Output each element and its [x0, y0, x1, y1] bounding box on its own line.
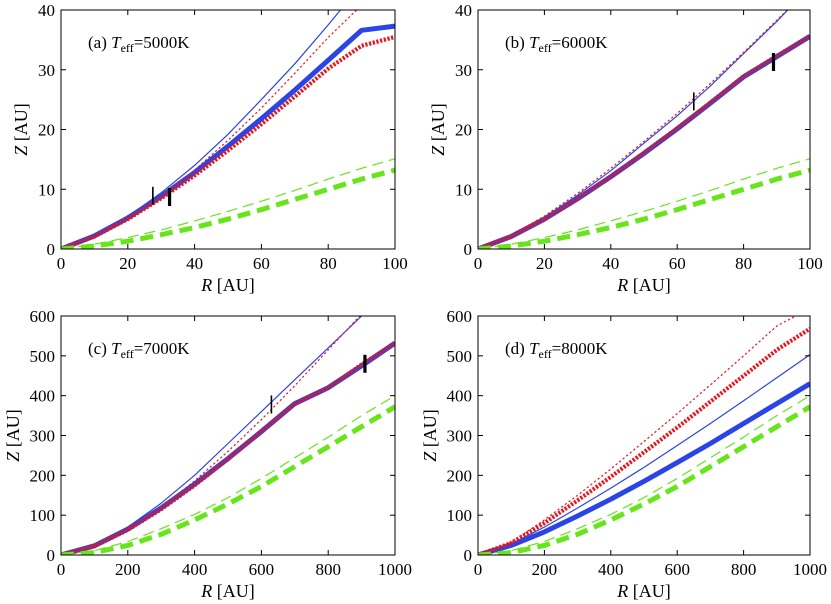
x-tick-label: 200: [532, 560, 558, 579]
y-tick-label: 10: [38, 180, 55, 199]
x-tick-label: 800: [731, 560, 757, 579]
series-green-thin: [61, 395, 395, 555]
y-tick-label: 0: [464, 546, 473, 565]
y-tick-label: 40: [455, 1, 472, 20]
y-tick-label: 40: [38, 1, 55, 20]
x-tick-label: 60: [669, 254, 686, 273]
y-tick-label: 30: [455, 61, 472, 80]
y-axis-label: Z [AU]: [3, 409, 23, 462]
x-tick-label: 400: [182, 560, 208, 579]
panel-label: (b) Teff=6000K: [505, 33, 608, 55]
series-red-thin: [61, 316, 361, 555]
y-axis-label: Z [AU]: [11, 103, 31, 156]
series-group: [61, 316, 395, 555]
x-tick-label: 200: [115, 560, 141, 579]
y-axis-label: Z [AU]: [428, 103, 448, 156]
x-tick-label: 20: [536, 254, 553, 273]
y-tick-label: 200: [30, 466, 56, 485]
y-tick-label: 100: [30, 506, 56, 525]
y-tick-label: 300: [30, 427, 56, 446]
x-axis-label: R [AU]: [616, 581, 671, 601]
x-tick-label: 80: [735, 254, 752, 273]
y-axis-label: Z [AU]: [420, 409, 440, 462]
x-tick-label: 80: [320, 254, 337, 273]
y-tick-label: 20: [455, 121, 472, 140]
x-tick-label: 20: [119, 254, 136, 273]
y-tick-label: 400: [30, 387, 56, 406]
series-green-thin: [478, 395, 810, 555]
y-tick-label: 500: [447, 347, 473, 366]
x-tick-label: 60: [253, 254, 270, 273]
series-green-thin: [478, 158, 810, 249]
x-tick-label: 100: [382, 254, 408, 273]
x-tick-label: 40: [186, 254, 203, 273]
x-tick-label: 1000: [793, 560, 827, 579]
series-blue-thick: [478, 381, 810, 555]
panel-b: 0 20 40 60 80 100 0 10 20 30 40 R [AU] Z [AU] (b) Tef…: [428, 1, 823, 295]
y-tick-label: 400: [447, 387, 473, 406]
panel-label: (a) Teff=5000K: [88, 33, 190, 55]
series-green-thick: [61, 167, 395, 249]
x-axis-label: R [AU]: [200, 275, 255, 295]
y-tick-label: 600: [30, 307, 56, 326]
series-blue-thin: [478, 354, 810, 555]
y-tick-label: 30: [38, 61, 55, 80]
series-green-thick: [61, 404, 395, 555]
series-red-thick: [478, 34, 810, 249]
y-tick-label: 0: [47, 546, 56, 565]
y-tick-label: 500: [30, 347, 56, 366]
series-group: [478, 316, 810, 555]
series-group: [478, 10, 810, 249]
series-group: [61, 10, 395, 249]
x-axis-label: R [AU]: [616, 275, 671, 295]
x-tick-label: 1000: [378, 560, 412, 579]
x-tick-label: 40: [602, 254, 619, 273]
x-tick-label: 0: [474, 560, 483, 579]
panel-label: (c) Teff=7000K: [88, 339, 190, 361]
x-tick-label: 100: [797, 254, 823, 273]
series-red-thick: [478, 326, 810, 555]
x-tick-label: 0: [57, 560, 66, 579]
series-red-thick: [61, 34, 395, 249]
y-tick-label: 0: [47, 240, 56, 259]
x-tick-label: 800: [315, 560, 341, 579]
panel-d: 0 200 400 600 800 1000 0 100 200 300 400 500 600 R [A…: [420, 307, 827, 601]
y-tick-label: 10: [455, 180, 472, 199]
y-tick-label: 0: [464, 240, 473, 259]
y-tick-label: 200: [447, 466, 473, 485]
x-tick-label: 600: [664, 560, 690, 579]
series-red-thin: [478, 10, 789, 249]
x-tick-label: 0: [474, 254, 483, 273]
series-green-thick: [478, 404, 810, 555]
y-tick-label: 100: [447, 506, 473, 525]
panel-a: 0 20 40 60 80 100 0 10 20 30 40 R [AU] Z [AU] (a) Tef…: [11, 1, 408, 295]
y-tick-label: 300: [447, 427, 473, 446]
x-tick-label: 0: [57, 254, 66, 273]
series-green-thin: [61, 158, 395, 249]
x-tick-label: 400: [598, 560, 624, 579]
series-red-thick: [61, 341, 395, 555]
x-axis-label: R [AU]: [200, 581, 255, 601]
series-green-thick: [478, 167, 810, 249]
panel-label: (d) Teff=8000K: [505, 339, 608, 361]
y-tick-label: 20: [38, 121, 55, 140]
panel-c: 0 200 400 600 800 1000 0 100 200 300 400 500 600 R [A…: [3, 307, 412, 601]
y-tick-label: 600: [447, 307, 473, 326]
x-tick-label: 600: [249, 560, 275, 579]
